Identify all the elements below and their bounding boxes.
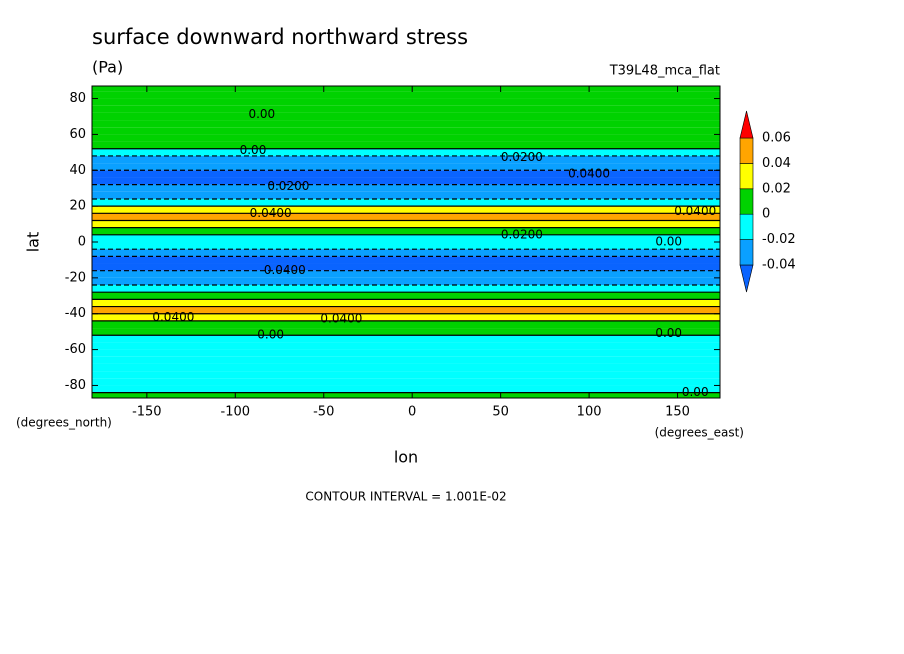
colorbar-label: 0.06 xyxy=(762,131,791,146)
contour-band xyxy=(92,306,720,314)
contour-label: 0.0400 xyxy=(674,204,716,218)
contour-band xyxy=(92,105,720,113)
contour-label: 0.00 xyxy=(240,143,267,157)
contour-label: 0.0400 xyxy=(320,312,362,326)
x-units: (degrees_east) xyxy=(655,426,744,440)
contour-label: 0.0400 xyxy=(152,310,194,324)
contour-band xyxy=(92,378,720,386)
dataset-label: T39L48_mca_flat xyxy=(609,64,720,79)
colorbar-label: -0.02 xyxy=(762,232,796,247)
contour-band xyxy=(92,277,720,286)
chart-subtitle: (Pa) xyxy=(92,58,123,77)
y-tick-label: -80 xyxy=(65,378,86,393)
contour-band xyxy=(92,120,720,128)
x-axis-title: lon xyxy=(394,448,418,467)
y-tick-label: 60 xyxy=(69,127,86,142)
contour-band xyxy=(92,86,720,92)
contour-label: 0.0200 xyxy=(501,150,543,164)
contour-band xyxy=(92,342,720,350)
contour-label: 0.0200 xyxy=(267,179,309,193)
contour-band xyxy=(92,356,720,364)
contour-label: 0.0400 xyxy=(250,206,292,220)
contour-band xyxy=(92,155,720,164)
contour-band xyxy=(92,299,720,307)
contour-band xyxy=(92,98,720,106)
colorbar-label: -0.04 xyxy=(762,258,796,273)
y-axis-title: lat xyxy=(24,232,43,253)
contour-label: 0.0200 xyxy=(501,227,543,241)
contour-band xyxy=(92,349,720,357)
contour-label: 0.0400 xyxy=(264,263,306,277)
contour-band xyxy=(92,292,720,300)
contour-band xyxy=(92,227,720,235)
y-tick-label: -20 xyxy=(65,270,86,285)
y-tick-label: 20 xyxy=(69,199,86,214)
y-tick-label: 40 xyxy=(69,163,86,178)
chart-title: surface downward northward stress xyxy=(92,25,468,49)
contour-band xyxy=(92,385,720,393)
contour-label: 0.00 xyxy=(682,385,709,399)
contour-band xyxy=(92,198,720,207)
x-tick-label: -50 xyxy=(313,405,334,420)
colorbar-box xyxy=(739,163,754,190)
x-tick-label: 0 xyxy=(408,405,416,420)
colorbar-label: 0.04 xyxy=(762,156,791,171)
contour-band xyxy=(92,392,720,398)
contour-band xyxy=(92,220,720,228)
contour-label: 0.0400 xyxy=(568,166,610,180)
contour-band xyxy=(92,313,720,321)
y-tick-label: -60 xyxy=(65,342,86,357)
x-tick-label: 50 xyxy=(492,405,509,420)
contour-band xyxy=(92,177,720,185)
colorbar-box xyxy=(739,137,754,164)
colorbar-label: 0.02 xyxy=(762,181,791,196)
colorbar-label: 0 xyxy=(762,207,770,222)
contour-band xyxy=(92,320,720,329)
y-tick-label: 80 xyxy=(69,91,86,106)
contour-label: 0.00 xyxy=(655,235,682,249)
contour-band xyxy=(92,163,720,171)
contour-band xyxy=(92,213,720,221)
contour-band xyxy=(92,249,720,257)
y-tick-label: -40 xyxy=(65,306,86,321)
contour-band xyxy=(92,242,720,250)
contour-band xyxy=(92,371,720,379)
contour-band xyxy=(92,263,720,271)
contour-band xyxy=(92,91,720,99)
contour-label: 0.00 xyxy=(257,328,284,342)
contour-band xyxy=(92,335,720,343)
contour-band xyxy=(92,148,720,156)
contour-band xyxy=(92,170,720,178)
colorbar-triangle xyxy=(739,264,754,293)
y-tick-label: 0 xyxy=(78,235,86,250)
contour-band xyxy=(92,127,720,135)
contour-band xyxy=(92,141,720,149)
contour-band xyxy=(92,256,720,264)
footnote: CONTOUR INTERVAL = 1.001E-02 xyxy=(305,490,506,504)
contour-band xyxy=(92,206,720,214)
y-units: (degrees_north) xyxy=(16,416,112,430)
colorbar-box xyxy=(739,239,754,266)
contour-band xyxy=(92,363,720,372)
contour-band xyxy=(92,234,720,242)
contour-band xyxy=(92,134,720,142)
contour-band xyxy=(92,191,720,199)
contour-band xyxy=(92,184,720,192)
contour-band xyxy=(92,270,720,278)
contour-band xyxy=(92,112,720,121)
x-tick-label: -100 xyxy=(221,405,251,420)
contour-band xyxy=(92,328,720,336)
x-tick-label: 150 xyxy=(665,405,690,420)
x-tick-label: -150 xyxy=(132,405,162,420)
contour-label: 0.00 xyxy=(655,326,682,340)
contour-band xyxy=(92,285,720,293)
colorbar-box xyxy=(739,213,754,240)
contour-label: 0.00 xyxy=(248,107,275,121)
colorbar-triangle xyxy=(739,110,754,139)
x-tick-label: 100 xyxy=(577,405,602,420)
colorbar-box xyxy=(739,188,754,215)
